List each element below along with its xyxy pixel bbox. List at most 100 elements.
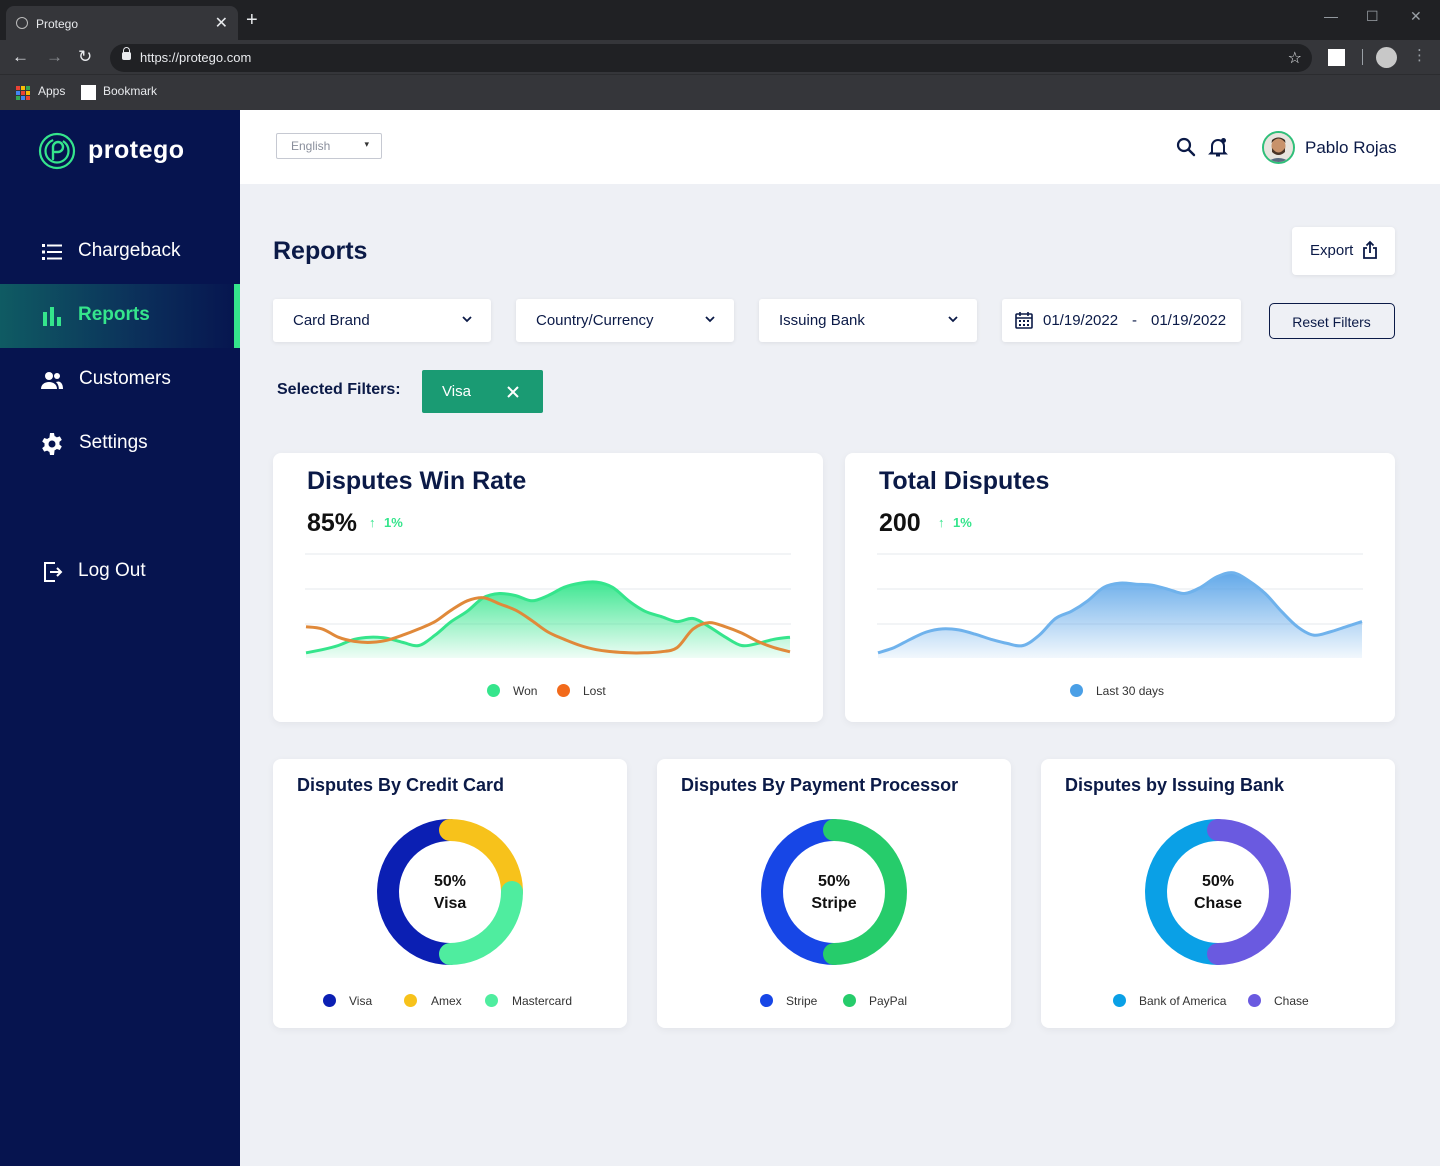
chevron-down-icon: ▾ bbox=[364, 139, 369, 149]
language-select[interactable]: English ▾ bbox=[276, 133, 382, 159]
reset-filters-button[interactable]: Reset Filters bbox=[1269, 303, 1395, 339]
total-disputes-card: Total Disputes 200 ↑ 1% Last 30 days bbox=[845, 453, 1395, 722]
apps-grid-icon[interactable] bbox=[16, 86, 30, 100]
legend-lost: Lost bbox=[583, 684, 606, 698]
chip-label: Visa bbox=[442, 383, 471, 400]
sidebar-item-reports[interactable]: Reports bbox=[0, 284, 240, 348]
bookmarks-bar: Apps Bookmark bbox=[0, 74, 1440, 110]
donut-center-pct: 50% bbox=[433, 873, 467, 890]
donut-slice-chase bbox=[1207, 819, 1291, 965]
notification-bell-icon[interactable] bbox=[1208, 137, 1228, 157]
legend-bank-of-america: Bank of America bbox=[1139, 994, 1227, 1008]
reload-icon[interactable]: ↻ bbox=[78, 47, 93, 66]
language-value: English bbox=[291, 139, 331, 153]
bookmark-item[interactable]: Bookmark bbox=[103, 84, 158, 98]
browser-tabbar: Protego ✕ + — ☐ ✕ bbox=[0, 0, 1440, 40]
user-name[interactable]: Pablo Rojas bbox=[1305, 138, 1397, 157]
new-tab-icon[interactable]: + bbox=[246, 9, 258, 31]
forward-icon[interactable]: → bbox=[46, 47, 63, 66]
users-icon bbox=[41, 372, 63, 389]
legend-dot-visa bbox=[323, 994, 336, 1007]
sidebar-item-label: Customers bbox=[79, 368, 171, 389]
close-icon[interactable] bbox=[506, 385, 520, 399]
legend-dot-paypal bbox=[843, 994, 856, 1007]
address-bar[interactable]: https://protego.com ☆ bbox=[110, 44, 1312, 72]
bookmark-star-icon[interactable]: ☆ bbox=[1287, 50, 1302, 67]
legend-visa: Visa bbox=[349, 994, 373, 1008]
top-header: English ▾ Pablo Rojas bbox=[240, 110, 1440, 184]
sidebar-item-customers[interactable]: Customers bbox=[0, 348, 240, 412]
chevron-down-icon bbox=[462, 316, 472, 323]
legend-won: Won bbox=[513, 684, 538, 698]
total-disputes-trend: 1% bbox=[953, 515, 972, 530]
payment-processor-donut: 50% Stripe bbox=[761, 819, 907, 965]
donut-center-label: Stripe bbox=[811, 895, 857, 912]
brand-name: protego bbox=[88, 136, 185, 164]
series-area-last-30-days bbox=[878, 572, 1362, 658]
sidebar: protego Chargeback Reports Customers Set… bbox=[0, 110, 240, 1166]
series-line-won bbox=[305, 580, 791, 655]
card-title: Total Disputes bbox=[879, 467, 1050, 495]
win-rate-trend: 1% bbox=[384, 515, 403, 530]
search-icon[interactable] bbox=[1176, 137, 1196, 157]
site-favicon-icon bbox=[16, 17, 28, 29]
win-rate-value: 85% bbox=[307, 509, 358, 537]
reset-filters-label: Reset Filters bbox=[1292, 314, 1371, 330]
sidebar-item-chargeback[interactable]: Chargeback bbox=[0, 220, 240, 284]
chevron-down-icon bbox=[948, 316, 958, 323]
extension-icon[interactable] bbox=[1328, 49, 1345, 66]
minimize-icon[interactable]: — bbox=[1324, 8, 1338, 24]
payment-processor-donut-card: Disputes By Payment Processor 50% Stripe… bbox=[657, 759, 1011, 1028]
series-line-last-30-days bbox=[877, 571, 1363, 655]
issuing-bank-donut: 50% Chase bbox=[1145, 819, 1291, 965]
close-tab-icon[interactable]: ✕ bbox=[214, 15, 228, 32]
credit-card-donut-card: Disputes By Credit Card 50% Visa Visa Am… bbox=[273, 759, 627, 1028]
legend-dot-lost bbox=[557, 684, 570, 697]
page-title: Reports bbox=[273, 237, 368, 265]
donut-slice-paypal bbox=[823, 819, 907, 965]
export-label: Export bbox=[1310, 242, 1354, 259]
bar-chart-icon bbox=[43, 307, 61, 326]
maximize-icon[interactable]: ☐ bbox=[1366, 8, 1379, 24]
donut-center-label: Visa bbox=[433, 895, 467, 912]
credit-card-donut: 50% Visa bbox=[377, 819, 523, 965]
card-brand-filter[interactable]: Card Brand bbox=[273, 299, 491, 342]
legend-dot-stripe bbox=[760, 994, 773, 1007]
legend-dot-amex bbox=[404, 994, 417, 1007]
date-to: 01/19/2022 bbox=[1151, 312, 1227, 329]
profile-avatar-icon[interactable] bbox=[1376, 47, 1397, 68]
bookmark-apps[interactable]: Apps bbox=[38, 84, 66, 98]
back-icon[interactable]: ← bbox=[12, 47, 29, 66]
url-text: https://protego.com bbox=[140, 50, 252, 65]
card-title: Disputes By Payment Processor bbox=[681, 775, 959, 795]
donut-center-label: Chase bbox=[1193, 895, 1243, 912]
donut-center-pct: 50% bbox=[1201, 873, 1235, 890]
legend-amex: Amex bbox=[431, 994, 462, 1008]
calendar-icon bbox=[1015, 312, 1033, 329]
close-window-icon[interactable]: ✕ bbox=[1410, 8, 1422, 24]
browser-menu-icon[interactable]: ⋮ bbox=[1412, 47, 1427, 64]
country-currency-filter[interactable]: Country/Currency bbox=[516, 299, 734, 342]
share-icon bbox=[1363, 240, 1377, 259]
sidebar-item-settings[interactable]: Settings bbox=[0, 412, 240, 476]
legend-dot-chase bbox=[1248, 994, 1261, 1007]
win-rate-chart bbox=[305, 553, 791, 658]
legend-last-30-days: Last 30 days bbox=[1096, 684, 1165, 698]
filter-chip-visa: Visa bbox=[422, 370, 543, 413]
total-disputes-chart bbox=[877, 553, 1363, 658]
active-indicator bbox=[234, 284, 240, 348]
lock-icon bbox=[122, 47, 131, 60]
filter-label: Card Brand bbox=[293, 312, 370, 329]
gear-icon bbox=[42, 433, 62, 455]
filter-label: Issuing Bank bbox=[779, 312, 865, 329]
date-range-picker[interactable]: 01/19/2022 - 01/19/2022 bbox=[1002, 299, 1241, 342]
export-button[interactable]: Export bbox=[1292, 227, 1395, 275]
donut-slice-mastercard bbox=[439, 881, 523, 965]
browser-tab[interactable]: Protego ✕ bbox=[6, 6, 238, 40]
user-avatar[interactable] bbox=[1262, 131, 1295, 164]
logout-button[interactable]: Log Out bbox=[0, 540, 240, 604]
filter-label: Country/Currency bbox=[536, 312, 654, 329]
donut-chart bbox=[1145, 819, 1291, 965]
issuing-bank-filter[interactable]: Issuing Bank bbox=[759, 299, 977, 342]
date-separator: - bbox=[1132, 312, 1137, 329]
